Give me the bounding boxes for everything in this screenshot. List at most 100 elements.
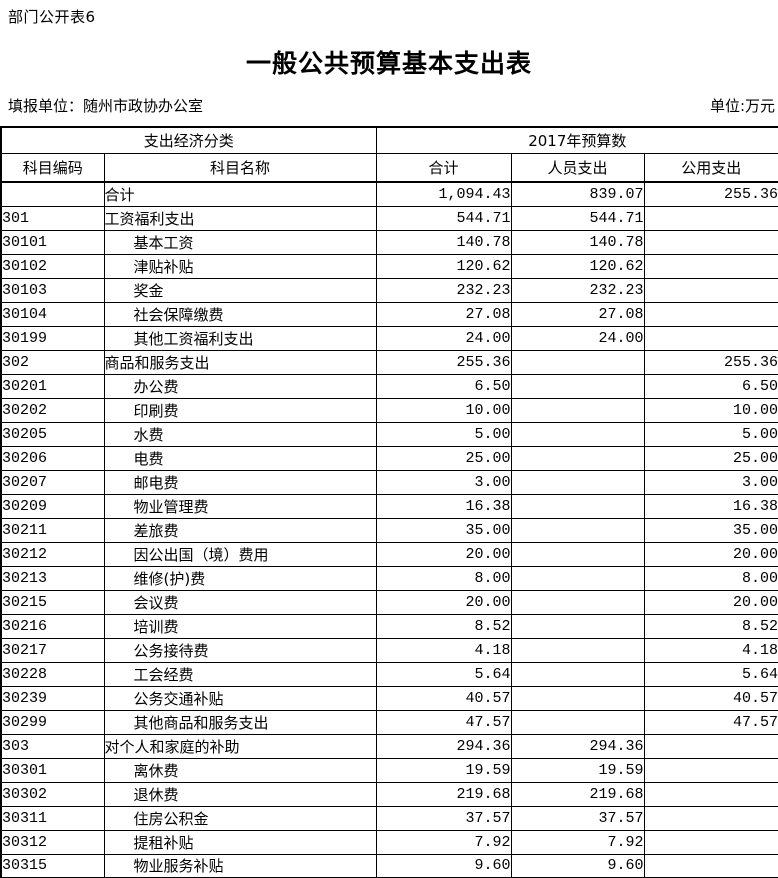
subject-code-cell: 30201 [0,373,105,399]
subject-code-cell: 30102 [0,253,105,279]
subject-code-cell: 30199 [0,325,105,351]
public-value-cell [643,301,778,327]
subject-code-cell: 30207 [0,469,105,495]
total-value-cell: 16.38 [375,493,512,519]
table-header: 支出经济分类 2017年预算数 科目编码 科目名称 合计 人员支出 公用支出 [0,126,778,183]
public-value-cell: 3.00 [643,469,778,495]
personnel-value-cell: 544.71 [510,205,645,231]
total-value-cell: 140.78 [375,229,512,255]
personnel-value-cell: 120.62 [510,253,645,279]
table-row: 30217 公务接待费 4.18 4.18 [0,637,778,663]
subject-code-cell: 30315 [0,853,105,878]
subject-code-cell [0,181,105,207]
meta-row: 填报单位：随州市政协办公室 单位:万元 [8,95,775,116]
subject-name-cell: 工资福利支出 [103,205,377,231]
total-value-cell: 255.36 [375,349,512,375]
total-value-cell: 6.50 [375,373,512,399]
table-row: 30302 退休费 219.68 219.68 [0,781,778,807]
public-value-cell: 6.50 [643,373,778,399]
personnel-value-cell: 37.57 [510,805,645,831]
total-value-cell: 27.08 [375,301,512,327]
table-row: 30201 办公费 6.50 6.50 [0,373,778,399]
header-group-row: 支出经济分类 2017年预算数 [0,126,778,154]
public-value-cell [643,781,778,807]
subject-code-cell: 30215 [0,589,105,615]
public-value-cell: 4.18 [643,637,778,663]
total-value-cell: 24.00 [375,325,512,351]
page-title: 一般公共预算基本支出表 [245,49,532,78]
subject-name-cell: 奖金 [103,277,377,303]
personnel-value-cell [510,349,645,375]
personnel-value-cell: 24.00 [510,325,645,351]
subject-name-cell: 电费 [103,445,377,471]
table-row: 30206 电费 25.00 25.00 [0,445,778,471]
personnel-value-cell: 9.60 [510,853,645,878]
personnel-value-cell [510,589,645,615]
subject-name-cell: 提租补贴 [103,829,377,855]
public-value-cell: 20.00 [643,541,778,567]
public-value-cell: 8.52 [643,613,778,639]
personnel-value-cell [510,613,645,639]
personnel-value-cell: 839.07 [510,181,645,207]
total-value-cell: 47.57 [375,709,512,735]
subject-name-cell: 基本工资 [103,229,377,255]
personnel-value-cell [510,541,645,567]
subject-name-cell: 合计 [103,181,377,207]
personnel-value-cell: 19.59 [510,757,645,783]
fill-unit-label: 填报单位：随州市政协办公室 [8,97,204,115]
subject-code-cell: 30213 [0,565,105,591]
subject-name-cell: 会议费 [103,589,377,615]
total-value-cell: 294.36 [375,733,512,759]
money-unit-label: 单位:万元 [709,97,775,115]
total-value-cell: 40.57 [375,685,512,711]
subject-name-cell: 退休费 [103,781,377,807]
public-value-cell: 255.36 [643,349,778,375]
subject-name-cell: 商品和服务支出 [103,349,377,375]
public-value-cell [643,205,778,231]
subject-name-cell: 因公出国（境）费用 [103,541,377,567]
total-value-cell: 5.00 [375,421,512,447]
total-value-cell: 25.00 [375,445,512,471]
total-value-cell: 8.52 [375,613,512,639]
subject-code-cell: 30228 [0,661,105,687]
personnel-value-cell [510,517,645,543]
personnel-value-cell [510,445,645,471]
table-row: 30211 差旅费 35.00 35.00 [0,517,778,543]
public-value-cell [643,733,778,759]
personnel-value-cell [510,421,645,447]
header-expense-classification: 支出经济分类 [0,126,377,154]
table-row: 30215 会议费 20.00 20.00 [0,589,778,615]
header-cols-row: 科目编码 科目名称 合计 人员支出 公用支出 [0,153,778,183]
public-value-cell: 40.57 [643,685,778,711]
subject-code-cell: 30211 [0,517,105,543]
total-value-cell: 544.71 [375,205,512,231]
personnel-value-cell: 140.78 [510,229,645,255]
public-value-cell: 35.00 [643,517,778,543]
table-row: 30299 其他商品和服务支出 47.57 47.57 [0,709,778,735]
total-value-cell: 20.00 [375,589,512,615]
public-value-cell [643,229,778,255]
table-row: 30213 维修(护)费 8.00 8.00 [0,565,778,591]
subject-code-cell: 301 [0,205,105,231]
public-value-cell: 8.00 [643,565,778,591]
subject-name-cell: 差旅费 [103,517,377,543]
subject-code-cell: 30239 [0,685,105,711]
table-row: 30311 住房公积金 37.57 37.57 [0,805,778,831]
subject-name-cell: 物业管理费 [103,493,377,519]
table-row: 30104 社会保障缴费 27.08 27.08 [0,301,778,327]
total-value-cell: 1,094.43 [375,181,512,207]
subject-code-cell: 30301 [0,757,105,783]
subject-code-cell: 30205 [0,421,105,447]
personnel-value-cell [510,373,645,399]
subject-name-cell: 维修(护)费 [103,565,377,591]
subject-code-cell: 30212 [0,541,105,567]
total-value-cell: 219.68 [375,781,512,807]
table-row: 30102 津贴补贴 120.62 120.62 [0,253,778,279]
public-value-cell: 20.00 [643,589,778,615]
subject-name-cell: 印刷费 [103,397,377,423]
public-value-cell [643,829,778,855]
public-value-cell: 16.38 [643,493,778,519]
subject-name-cell: 津贴补贴 [103,253,377,279]
personnel-value-cell: 232.23 [510,277,645,303]
subject-name-cell: 其他工资福利支出 [103,325,377,351]
